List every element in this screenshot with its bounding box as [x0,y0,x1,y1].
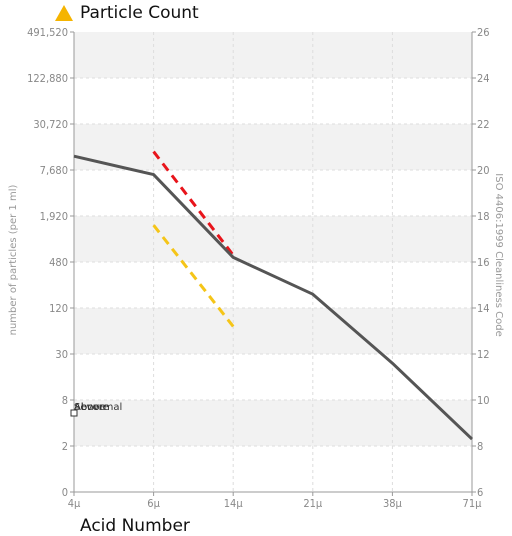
y2-tick-label: 22 [477,118,490,131]
tick-labels: 0 6 2 8 8 10 30 12 120 14 480 16 1,920 18 7,680 20 30,72… [27,26,490,510]
limit-lines [152,150,235,328]
x-tick-label: 71μ [463,497,483,510]
series-lines [73,154,474,441]
plot-band [74,124,472,170]
y-tick-label: 30,720 [33,118,68,131]
y2-tick-label: 6 [477,486,483,499]
chart-title: Particle Count [80,3,199,23]
y2-tick-label: 12 [477,348,490,361]
y2-tick-label: 24 [477,72,490,85]
x-tick-label: 6μ [147,497,160,510]
legend-marker [70,409,78,417]
legend-label-abnormal: Abnormal [74,402,122,413]
caution-limit-line [152,224,235,328]
plot-bands [74,32,472,446]
x-axis-footer-title: Acid Number [80,516,190,536]
x-tick-label: 4μ [68,497,81,510]
y2-tick-label: 14 [477,302,490,315]
y2-tick-label: 18 [477,210,490,223]
plot-grid [74,32,472,492]
legend-label-severe: Severe [74,402,109,413]
y2-axis-title: ISO 4406:1999 Cleanliness Code [493,173,504,336]
y2-tick-label: 26 [477,26,490,39]
plot-band [74,32,472,78]
x-tick-label: 38μ [383,497,403,510]
y-axis-title: number of particles (per 1 ml) [8,185,19,336]
severe-limit-line [152,150,235,257]
y-tick-label: 7,680 [40,164,68,177]
y2-tick-label: 8 [477,440,483,453]
y-tick-label: 2 [62,440,68,453]
y-tick-label: 122,880 [27,72,68,85]
y-tick-label: 30 [55,348,68,361]
y-tick-label: 120 [49,302,68,315]
y-tick-label: 1,920 [40,210,68,223]
y2-tick-label: 16 [477,256,490,269]
x-tick-label: 21μ [303,497,323,510]
y-tick-label: 8 [62,394,68,407]
y-tick-label: 491,520 [27,26,68,39]
plot-band [74,216,472,262]
warning-triangle-icon [55,5,73,21]
y2-tick-label: 10 [477,394,490,407]
legend: Severe Abnormal Above [70,402,122,417]
series-line [73,154,474,441]
plot-band [74,400,472,446]
y-tick-label: 480 [49,256,68,269]
x-tick-label: 14μ [224,497,244,510]
y-tick-label: 0 [62,486,68,499]
y2-tick-label: 20 [477,164,490,177]
legend-label-above: Above [74,402,105,413]
plot-band [74,308,472,354]
